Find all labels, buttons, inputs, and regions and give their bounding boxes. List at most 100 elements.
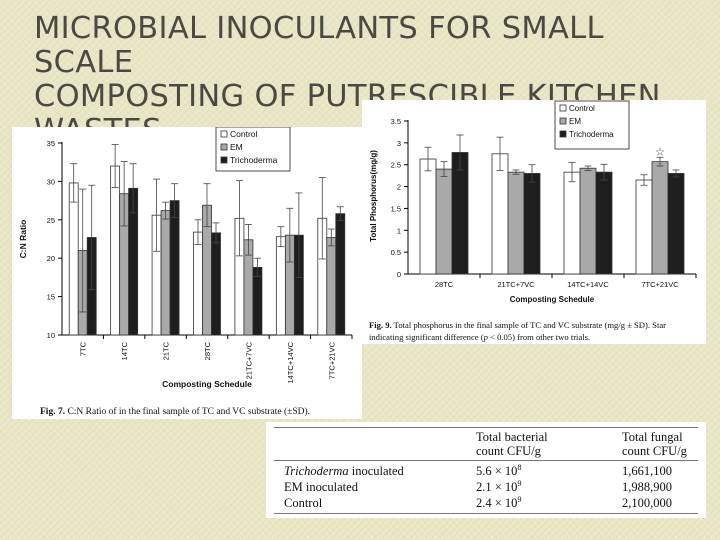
table-row-fungal: 1,661,100 <box>622 464 672 478</box>
table-row-fungal: 1,988,900 <box>622 480 672 494</box>
bar <box>435 168 453 275</box>
y-tick-label: 3 <box>397 139 401 148</box>
legend-swatch <box>220 143 228 151</box>
bar <box>160 210 171 336</box>
bar <box>211 232 221 336</box>
table-row-fungal: 2,100,000 <box>622 496 672 510</box>
y-tick-label: 2.5 <box>391 161 401 170</box>
y-tick-label: 25 <box>47 216 55 225</box>
x-tick-label: 7TC+21VC <box>641 280 679 289</box>
x-tick-label: 21TC+7VC <box>497 280 535 289</box>
row-label-rest: inoculated <box>348 464 404 478</box>
table-top-rule <box>274 427 698 428</box>
y-tick-label: 30 <box>47 177 55 186</box>
legend-label: Trichoderma <box>569 130 614 139</box>
caption-text: C:N Ratio of in the final sample of TC a… <box>65 406 310 417</box>
legend-swatch <box>559 117 567 125</box>
x-tick-label: 21TC+7VC <box>244 341 253 379</box>
table-row-bacterial: 2.1 × 109 <box>476 479 522 495</box>
slide-title-line: MICROBIAL INOCULANTS FOR SMALL SCALE <box>34 11 604 80</box>
bar <box>335 213 346 336</box>
bar <box>667 173 685 275</box>
x-tick-label: 7TC+21VC <box>327 341 336 379</box>
legend-swatch <box>559 130 567 138</box>
caption-label: Fig. 7. <box>40 407 65 417</box>
table-bottom-rule <box>274 513 698 514</box>
cn-ratio-figure: 10 15 20 25 30 35 7TC 14TC 21TC 28TC 21TC+7VC 14TC+… <box>12 126 362 419</box>
legend-label: Control <box>230 129 258 139</box>
y-tick-label: 3.5 <box>391 117 401 126</box>
bacterial-mantissa: 5.6 × 10 <box>476 464 518 478</box>
bar <box>579 167 597 275</box>
legend-label: Control <box>569 104 595 113</box>
x-axis-label: Composting Schedule <box>510 295 595 304</box>
caption-text: indicating significant difference ( <box>369 332 484 342</box>
x-tick-label: 28TC <box>435 280 454 289</box>
legend-label: EM <box>230 142 243 152</box>
bacterial-exponent: 8 <box>517 463 522 472</box>
x-tick-label: 21TC <box>162 341 171 360</box>
header-fungal: Total fungal count CFU/g <box>622 430 687 458</box>
bar <box>563 171 581 275</box>
x-tick-label: 28TC <box>203 341 212 360</box>
bar <box>595 171 613 275</box>
bar <box>68 182 79 336</box>
figure-caption: Fig. 7. C:N Ratio of in the final sample… <box>40 406 310 417</box>
y-tick-label: 35 <box>47 139 55 148</box>
table-row-bacterial: 5.6 × 108 <box>476 463 522 479</box>
legend-box <box>554 100 630 150</box>
bar <box>419 158 437 275</box>
bacterial-mantissa: 2.4 × 10 <box>476 496 518 510</box>
caption-label: Fig. 9. <box>369 320 392 330</box>
significance-star: ☆ <box>655 146 665 158</box>
y-axis-label: C:N Ratio <box>18 220 28 259</box>
caption-text: Total phosphorus in the final sample of … <box>392 320 666 330</box>
caption-text: p <box>483 332 489 342</box>
legend-box <box>215 126 291 172</box>
bar <box>169 200 180 336</box>
table-row-label: Control <box>284 496 322 510</box>
phosphorus-figure: 0 0.5 1 1.5 2 2.5 3 3.5 28TC 21TC+7VC 14TC+14VC 7TC… <box>362 100 706 344</box>
legend-swatch <box>559 104 567 112</box>
y-tick-label: 10 <box>47 331 55 340</box>
bar <box>523 173 541 275</box>
bar <box>252 267 263 336</box>
bar <box>491 153 509 275</box>
bacterial-exponent: 9 <box>517 479 522 488</box>
x-tick-label: 7TC <box>79 341 88 356</box>
y-tick-label: 2 <box>397 183 401 192</box>
y-tick-label: 1.5 <box>391 204 401 213</box>
header-fungal-line1: Total fungal <box>622 430 683 444</box>
table-row-bacterial: 2.4 × 109 <box>476 495 522 511</box>
table-row-label: Trichoderma inoculated <box>284 464 404 478</box>
header-bacterial: Total bacterial count CFU/g <box>476 430 548 458</box>
table-row-label: EM inoculated <box>284 480 358 494</box>
x-tick-label: 14TC <box>120 341 129 360</box>
bar <box>651 161 669 275</box>
legend-label: EM <box>569 117 581 126</box>
x-tick-label: 14TC+14VC <box>567 280 609 289</box>
header-bacterial-line2: count CFU/g <box>476 444 541 458</box>
row-label-rest: Control <box>284 496 323 510</box>
bar <box>275 236 286 336</box>
y-tick-label: 0.5 <box>391 248 401 257</box>
figure-caption-line: Fig. 9. Total phosphorus in the final sa… <box>369 320 666 330</box>
legend-swatch <box>220 156 228 164</box>
bacterial-mantissa: 2.1 × 10 <box>476 480 518 494</box>
bar <box>193 231 203 336</box>
y-tick-label: 20 <box>47 254 55 263</box>
bar <box>451 152 469 275</box>
bar <box>507 171 525 275</box>
header-fungal-line2: count CFU/g <box>622 444 687 458</box>
x-axis-label: Composting Schedule <box>162 379 252 389</box>
row-label-rest: EM inoculated <box>284 480 358 494</box>
caption-text: < 0.05) from other two trials. <box>488 332 590 342</box>
phosphorus-chart: 0 0.5 1 1.5 2 2.5 3 3.5 28TC 21TC+7VC 14TC+14VC 7TC… <box>369 100 697 342</box>
microbial-count-table: Total bacterial count CFU/g Total fungal… <box>266 422 706 518</box>
bar <box>635 179 653 275</box>
y-tick-label: 1 <box>397 226 401 235</box>
y-axis-label: Total Phosphorus(mg/g) <box>369 150 378 242</box>
table-header-rule <box>274 460 698 461</box>
bacterial-exponent: 9 <box>517 495 522 504</box>
bar <box>110 165 121 336</box>
